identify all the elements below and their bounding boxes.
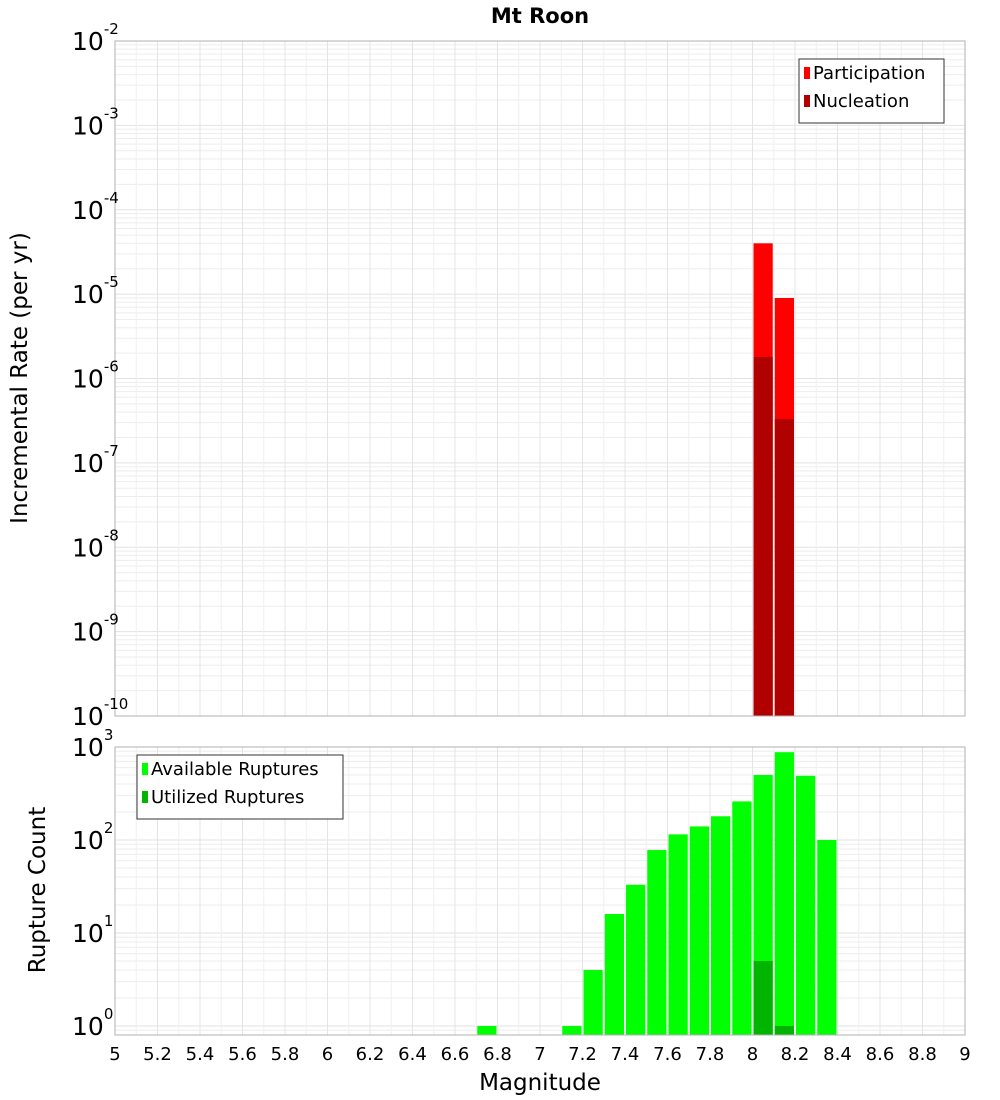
bar [668,834,688,1035]
y-tick-labels: 10-10 10-9 10-8 10-7 10-6 10-5 10-4 10-3 10-2 [72,20,128,731]
legend-swatch [142,791,148,803]
bar [774,419,794,716]
rate-y-axis-label: Incremental Rate (per yr) [7,232,33,524]
y-tick-label: 101 [72,912,113,948]
legend-swatch [142,763,148,775]
x-tick-label: 8 [747,1044,758,1065]
bar [562,1025,582,1035]
bar [796,775,816,1035]
x-tick-label: 6.8 [483,1044,512,1065]
legend-box [798,58,945,124]
count-y-axis-label: Rupture Count [25,807,51,973]
legend-label: Participation [813,63,925,84]
bar [647,850,667,1035]
bar [689,826,709,1035]
series-utilized-ruptures [753,960,794,1035]
bar [732,801,752,1035]
vertical-grid [114,41,966,716]
y-tick-label: 10-5 [72,273,119,309]
x-tick-label: 5.8 [271,1044,300,1065]
x-tick-label: 8.4 [823,1044,852,1065]
x-axis: 5 5.2 5.4 5.6 5.8 6 6.2 6.4 6.6 6.8 7 7.2 7.4 7.6 7.8 8… [109,1044,970,1065]
x-tick-label: 7.2 [568,1044,597,1065]
legend-swatch [804,67,810,79]
bar [817,839,837,1035]
x-tick-label: 8.6 [866,1044,895,1065]
legend: Participation Nucleation [798,58,945,124]
y-tick-label: 10-7 [72,442,119,478]
bar [774,752,794,1035]
x-tick-label: 5.2 [143,1044,172,1065]
x-tick-label: 5.6 [228,1044,257,1065]
series-available-ruptures [477,752,837,1035]
series-nucleation [753,356,794,716]
y-tick-label: 10-9 [72,611,119,647]
bar [477,1025,497,1035]
legend-label: Nucleation [813,91,909,112]
x-tick-label: 6 [322,1044,333,1065]
legend-swatch [804,95,810,107]
plot-border [114,40,966,717]
legend: Available Ruptures Utilized Ruptures [136,754,344,820]
y-tick-label: 103 [72,726,113,762]
x-tick-label: 6.4 [398,1044,427,1065]
y-tick-label: 102 [72,819,113,855]
y-tick-label: 100 [72,1005,113,1041]
chart-title: Mt Roon [491,4,589,28]
legend-label: Available Ruptures [151,759,319,780]
y-tick-label: 10-10 [72,695,128,731]
bar [774,1025,794,1035]
x-tick-label: 7.4 [611,1044,640,1065]
x-tick-label: 7 [534,1044,545,1065]
rate-panel: 10-10 10-9 10-8 10-7 10-6 10-5 10-4 10-3 10-2 Par… [72,20,966,731]
vertical-grid [114,747,966,1035]
y-tick-label: 10-2 [72,20,119,56]
x-tick-label: 8.8 [908,1044,937,1065]
legend-label: Utilized Ruptures [151,787,304,808]
plot-border [114,746,966,1036]
bar [604,914,624,1035]
x-axis-label: Magnitude [479,1070,601,1096]
y-tick-label: 10-4 [72,189,119,225]
x-tick-label: 6.6 [441,1044,470,1065]
legend-box [136,754,344,820]
x-tick-label: 9 [959,1044,970,1065]
bar [583,969,603,1035]
x-tick-label: 5 [109,1044,120,1065]
x-tick-label: 7.8 [696,1044,725,1065]
bar [711,816,731,1035]
x-tick-label: 5.4 [186,1044,215,1065]
y-tick-label: 10-3 [72,104,119,140]
x-tick-label: 8.2 [781,1044,810,1065]
y-tick-label: 10-6 [72,358,119,394]
bar [753,356,773,716]
x-tick-label: 7.6 [653,1044,682,1065]
bar [753,960,773,1035]
y-tick-label: 10-8 [72,526,119,562]
y-tick-labels: 100 101 102 103 [72,726,113,1041]
bar [626,884,646,1035]
count-panel: 100 101 102 103 Available Ruptures Utilized R… [72,726,966,1041]
x-tick-label: 6.2 [356,1044,385,1065]
